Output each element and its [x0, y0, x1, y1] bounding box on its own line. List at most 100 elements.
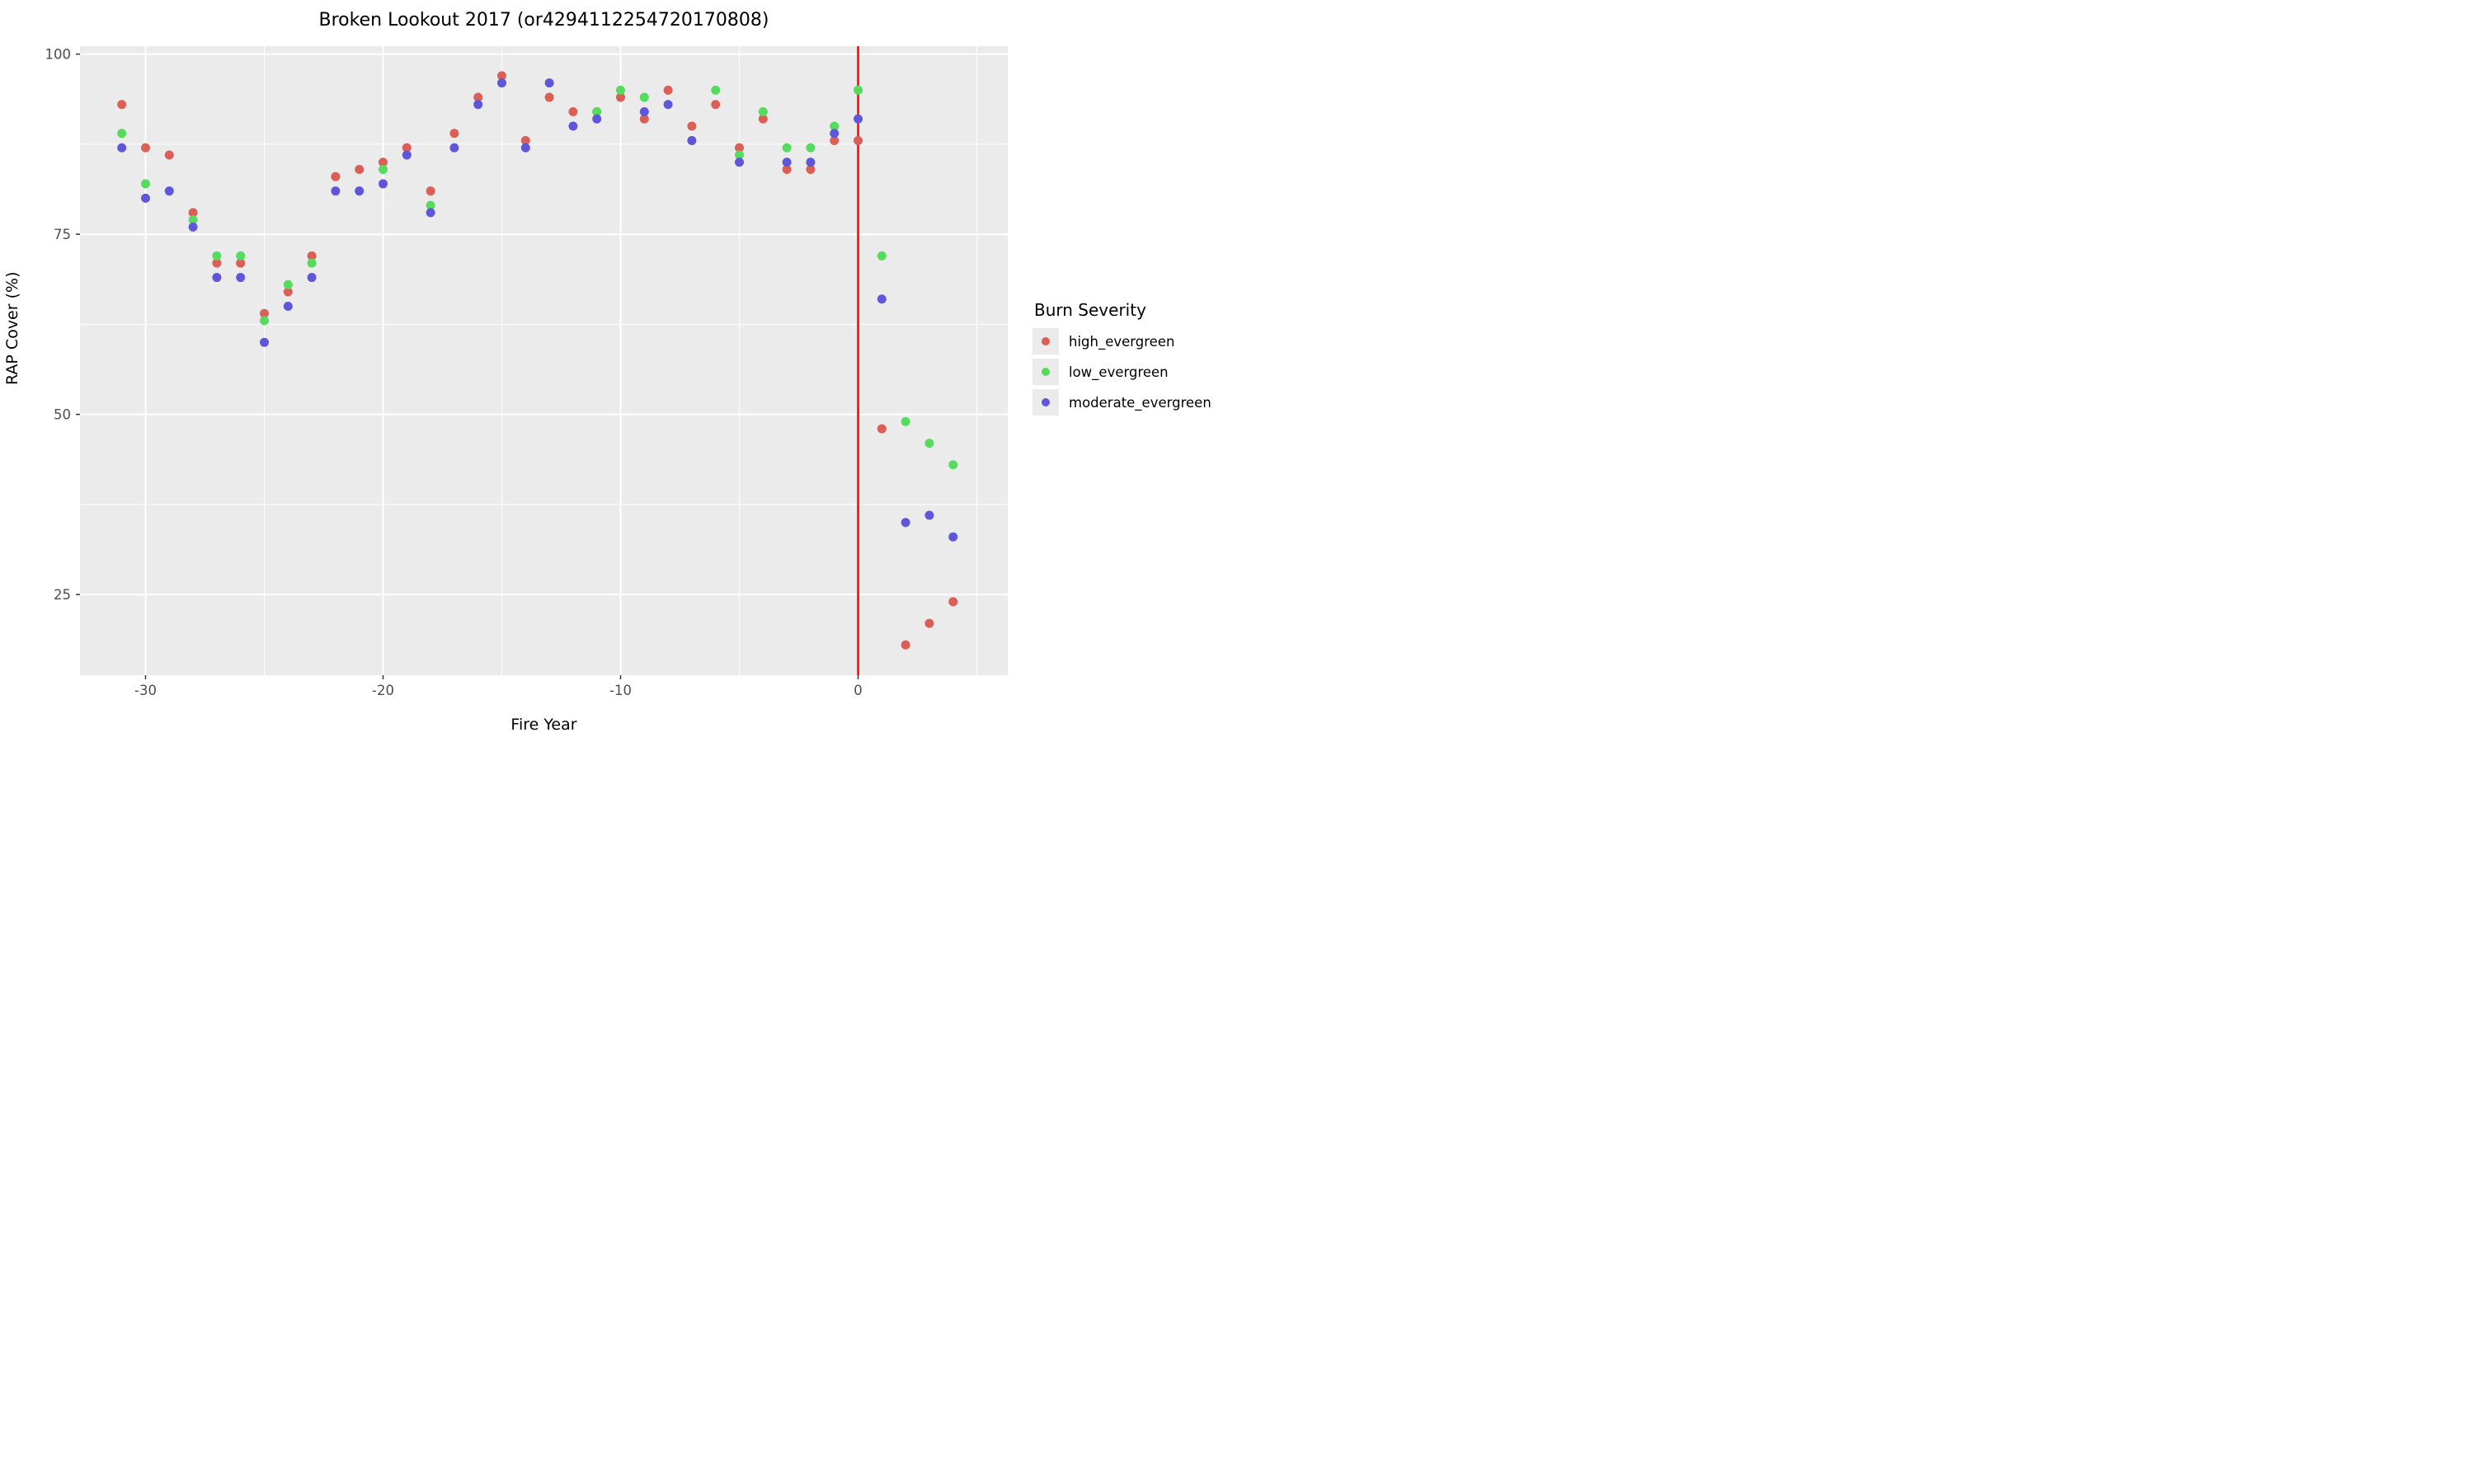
- point-high_evergreen: [782, 164, 792, 174]
- point-high_evergreen: [140, 143, 150, 153]
- point-moderate_evergreen: [830, 129, 840, 139]
- point-moderate_evergreen: [236, 273, 246, 283]
- point-moderate_evergreen: [379, 179, 388, 189]
- y-tick-label: 25: [54, 587, 71, 603]
- point-low_evergreen: [616, 85, 626, 95]
- point-high_evergreen: [307, 251, 317, 261]
- point-high_evergreen: [687, 121, 697, 131]
- point-moderate_evergreen: [355, 186, 365, 196]
- point-high_evergreen: [806, 164, 816, 174]
- x-tick-label: 0: [854, 683, 863, 698]
- point-high_evergreen: [616, 92, 626, 102]
- point-low_evergreen: [426, 200, 435, 210]
- point-moderate_evergreen: [212, 273, 222, 283]
- point-moderate_evergreen: [948, 532, 958, 542]
- point-moderate_evergreen: [117, 143, 127, 153]
- point-moderate_evergreen: [639, 107, 649, 117]
- point-high_evergreen: [164, 150, 174, 160]
- point-moderate_evergreen: [307, 273, 317, 283]
- point-moderate_evergreen: [806, 157, 816, 167]
- point-low_evergreen: [379, 164, 388, 174]
- legend-key: [1032, 328, 1059, 355]
- point-high_evergreen: [331, 171, 341, 181]
- point-high_evergreen: [379, 157, 388, 167]
- point-high_evergreen: [735, 143, 745, 153]
- point-high_evergreen: [117, 100, 127, 110]
- point-moderate_evergreen: [426, 208, 435, 218]
- legend-key: [1032, 389, 1059, 416]
- point-moderate_evergreen: [283, 302, 293, 312]
- point-high_evergreen: [948, 597, 958, 607]
- point-high_evergreen: [402, 143, 412, 153]
- point-moderate_evergreen: [497, 78, 507, 88]
- y-axis-title: RAP Cover (%): [3, 271, 21, 385]
- point-moderate_evergreen: [449, 143, 459, 153]
- point-high_evergreen: [260, 308, 270, 318]
- legend-item-high-evergreen: high_evergreen: [1032, 328, 1235, 355]
- point-high_evergreen: [901, 640, 910, 650]
- point-moderate_evergreen: [402, 150, 412, 160]
- point-high_evergreen: [355, 164, 365, 174]
- point-moderate_evergreen: [782, 157, 792, 167]
- point-low_evergreen: [260, 316, 270, 326]
- point-high_evergreen: [188, 208, 198, 218]
- point-moderate_evergreen: [188, 222, 198, 232]
- point-moderate_evergreen: [140, 193, 150, 203]
- point-moderate_evergreen: [924, 510, 934, 520]
- point-high_evergreen: [758, 114, 768, 124]
- point-low_evergreen: [877, 251, 887, 261]
- point-high_evergreen: [520, 135, 530, 145]
- point-high_evergreen: [426, 186, 435, 196]
- point-high_evergreen: [830, 135, 840, 145]
- legend-title: Burn Severity: [1034, 300, 1146, 320]
- point-moderate_evergreen: [877, 294, 887, 304]
- legend-item-moderate-evergreen: moderate_evergreen: [1032, 389, 1235, 416]
- point-high_evergreen: [283, 287, 293, 297]
- point-high_evergreen: [236, 258, 246, 268]
- point-high_evergreen: [639, 114, 649, 124]
- point-low_evergreen: [307, 258, 317, 268]
- point-high_evergreen: [877, 424, 887, 434]
- point-low_evergreen: [639, 92, 649, 102]
- point-low_evergreen: [758, 107, 768, 117]
- point-moderate_evergreen: [568, 121, 578, 131]
- point-moderate_evergreen: [164, 186, 174, 196]
- point-moderate_evergreen: [735, 157, 745, 167]
- x-axis-title: Fire Year: [510, 716, 577, 734]
- plot-panel: [80, 46, 1008, 675]
- point-low_evergreen: [592, 107, 602, 117]
- point-low_evergreen: [283, 279, 293, 289]
- point-high_evergreen: [663, 85, 673, 95]
- y-tick-label: 100: [45, 47, 72, 63]
- point-high_evergreen: [924, 618, 934, 628]
- figure: -30 -20 -10 0 25 50 75 100 Broken Lookout 2017 …: [0, 0, 1237, 742]
- point-moderate_evergreen: [473, 100, 483, 110]
- point-low_evergreen: [854, 85, 863, 95]
- scatter-plot: -30 -20 -10 0 25 50 75 100: [45, 46, 1008, 698]
- legend: Burn Severity high_evergreen low_evergre…: [1032, 300, 1235, 420]
- point-low_evergreen: [735, 150, 745, 160]
- point-low_evergreen: [212, 251, 222, 261]
- point-low_evergreen: [188, 215, 198, 225]
- point-low_evergreen: [830, 121, 840, 131]
- y-tick-label: 75: [54, 227, 71, 242]
- point-high_evergreen: [449, 129, 459, 139]
- point-moderate_evergreen: [331, 186, 341, 196]
- point-high_evergreen: [473, 92, 483, 102]
- point-low_evergreen: [901, 416, 910, 426]
- legend-label: high_evergreen: [1069, 333, 1175, 350]
- point-high_evergreen: [711, 100, 721, 110]
- point-high_evergreen: [854, 135, 863, 145]
- point-high_evergreen: [544, 92, 554, 102]
- point-moderate_evergreen: [544, 78, 554, 88]
- point-moderate_evergreen: [901, 518, 910, 528]
- legend-label: moderate_evergreen: [1069, 394, 1211, 411]
- legend-item-low-evergreen: low_evergreen: [1032, 359, 1235, 385]
- point-high_evergreen: [212, 258, 222, 268]
- point-low_evergreen: [140, 179, 150, 189]
- point-moderate_evergreen: [687, 135, 697, 145]
- x-tick-label: -30: [134, 683, 157, 698]
- point-low_evergreen: [924, 439, 934, 448]
- low-evergreen-dot-icon: [1042, 368, 1050, 376]
- y-tick-label: 50: [54, 407, 71, 423]
